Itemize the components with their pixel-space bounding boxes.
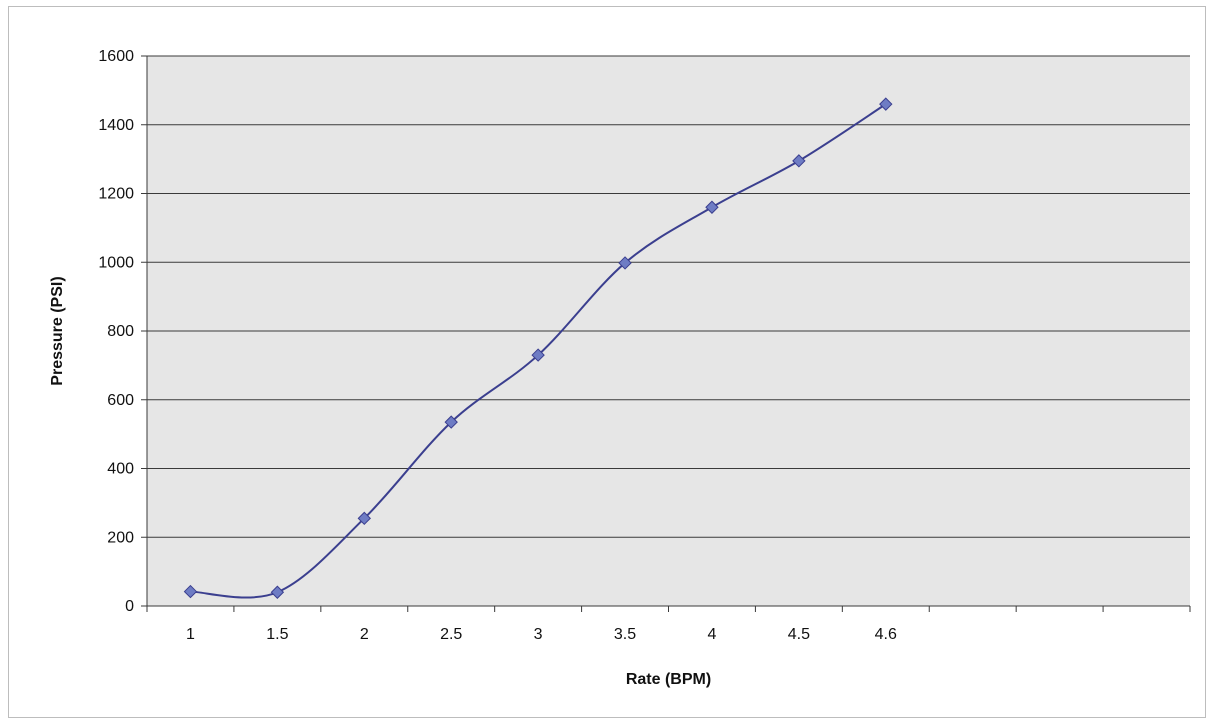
data-point (270, 585, 285, 599)
x-tick-label: 4.6 (875, 626, 897, 643)
y-tick-label: 0 (125, 598, 134, 615)
data-point (531, 348, 545, 362)
y-tick-label: 1600 (98, 48, 134, 65)
x-axis-title: Rate (BPM) (626, 671, 711, 688)
x-tick-label: 2 (360, 626, 369, 643)
data-point (618, 256, 632, 270)
data-markers (183, 97, 893, 599)
x-tick-label: 4.5 (788, 626, 810, 643)
y-tick-label: 200 (107, 529, 134, 546)
data-point (357, 511, 371, 526)
x-tick-label: 1 (186, 626, 195, 643)
y-tick-label: 1400 (98, 117, 134, 134)
y-tick-label: 1200 (98, 186, 134, 203)
data-point (444, 415, 458, 429)
x-tick-label: 3.5 (614, 626, 636, 643)
x-tick-label: 1.5 (266, 626, 288, 643)
gridlines (147, 55, 1190, 538)
y-tick-label: 1000 (98, 254, 134, 271)
x-axis-ticks: 1 1.5 2 2.5 3 3.5 4 4.5 4.6 (146, 606, 1191, 643)
data-point (879, 97, 893, 111)
y-axis-ticks: 0 200 400 600 800 1000 1200 1400 1600 (98, 48, 147, 615)
x-tick-label: 3 (534, 626, 543, 643)
data-point (705, 200, 719, 214)
data-point (183, 584, 198, 599)
data-point (792, 154, 806, 168)
x-tick-label: 4 (708, 626, 717, 643)
y-tick-label: 400 (107, 461, 134, 478)
y-axis-title: Pressure (PSI) (49, 276, 66, 385)
y-tick-label: 600 (107, 392, 134, 409)
y-tick-label: 800 (107, 323, 134, 340)
x-tick-label: 2.5 (440, 626, 462, 643)
